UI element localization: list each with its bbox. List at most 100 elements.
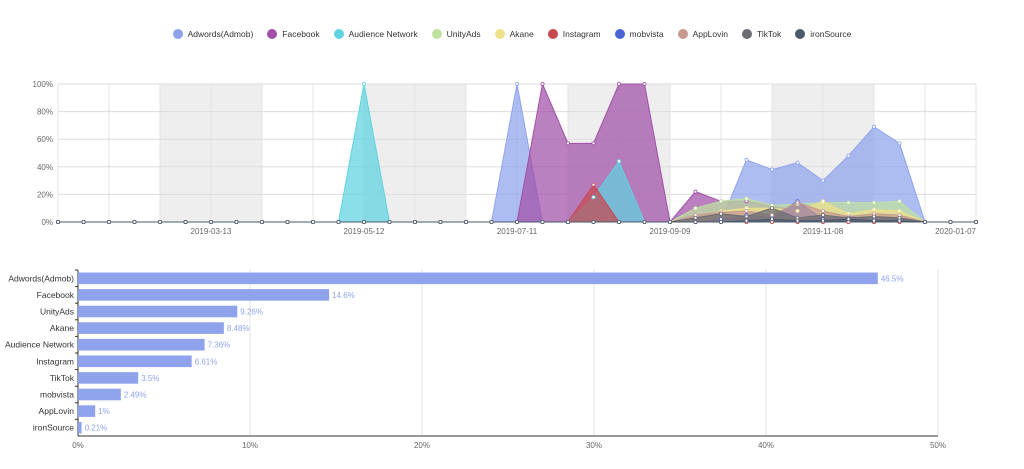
- legend-swatch: [795, 29, 806, 39]
- legend-item-tiktok[interactable]: TikTok: [742, 29, 781, 39]
- area-point-facebook: [693, 189, 698, 194]
- bar-x-tick: 10%: [242, 441, 258, 450]
- area-point-ironsource: [566, 219, 571, 224]
- area-point-tiktok: [770, 206, 775, 211]
- bar-adwords-admob[interactable]: [78, 272, 878, 285]
- area-point-unityads: [846, 200, 851, 205]
- bar-tiktok[interactable]: [78, 372, 139, 384]
- area-point-applovin: [821, 208, 826, 213]
- legend-label: Instagram: [562, 29, 601, 39]
- legend-item-applovin[interactable]: AppLovin: [677, 29, 729, 39]
- bar-unityads[interactable]: [78, 305, 238, 318]
- legend-label: mobvista: [629, 29, 664, 39]
- bar-x-tick: 40%: [758, 441, 774, 450]
- area-point-ironsource: [438, 219, 443, 224]
- area-point-facebook: [566, 141, 571, 146]
- area-point-adwords-admob: [515, 82, 520, 87]
- legend-swatch: [547, 29, 558, 39]
- area-x-tick: 2019-11-08: [803, 227, 844, 236]
- bar-value-label: 46.5%: [881, 274, 904, 283]
- bar-value-label: 14.6%: [332, 291, 355, 300]
- legend-swatch: [267, 29, 278, 39]
- area-point-tiktok: [719, 211, 724, 216]
- legend-swatch: [677, 29, 688, 39]
- area-point-ironsource: [591, 219, 596, 224]
- area-point-unityads: [693, 206, 698, 211]
- bar-category-label: AppLovin: [39, 406, 75, 416]
- area-point-ironsource: [872, 218, 877, 223]
- area-point-akane: [795, 208, 800, 213]
- area-point-tiktok: [821, 213, 826, 218]
- area-point-adwords-admob: [846, 153, 851, 158]
- area-point-ironsource: [489, 219, 494, 224]
- legend-swatch: [172, 29, 183, 39]
- legend-label: AppLovin: [692, 29, 729, 39]
- area-point-tiktok: [872, 214, 877, 219]
- area-point-audience-network: [591, 195, 596, 200]
- legend-item-instagram[interactable]: Instagram: [547, 29, 601, 39]
- area-point-ironsource: [463, 219, 468, 224]
- area-point-unityads: [897, 199, 902, 204]
- legend-label: TikTok: [757, 29, 782, 39]
- bar-mobvista[interactable]: [78, 388, 121, 401]
- bar-facebook[interactable]: [78, 289, 330, 301]
- area-point-akane: [821, 199, 826, 204]
- area-point-ironsource: [132, 219, 137, 224]
- area-point-applovin: [744, 208, 749, 213]
- area-point-ironsource: [897, 218, 902, 223]
- bar-instagram[interactable]: [78, 355, 192, 368]
- legend-swatch: [431, 29, 442, 39]
- legend-item-audience-network[interactable]: Audience Network: [333, 29, 418, 39]
- legend-swatch: [742, 29, 753, 39]
- area-point-ironsource: [361, 219, 366, 224]
- bar-category-label: Facebook: [37, 290, 75, 300]
- legend-item-facebook[interactable]: Facebook: [267, 29, 320, 39]
- chart-legend: Adwords(Admob) Facebook Audience Network Un…: [0, 26, 1024, 42]
- area-point-applovin: [795, 200, 800, 205]
- legend-item-ironsource[interactable]: ironSource: [795, 29, 851, 39]
- bar-category-label: UnityAds: [40, 307, 74, 317]
- area-point-ironsource: [259, 219, 264, 224]
- legend-label: Facebook: [282, 29, 320, 39]
- area-point-ironsource: [795, 218, 800, 223]
- bar-audience-network[interactable]: [78, 338, 205, 351]
- area-point-facebook: [617, 82, 622, 87]
- area-point-ironsource: [642, 219, 647, 224]
- bar-ironsource[interactable]: [78, 421, 82, 434]
- bar-value-label: 3.5%: [141, 374, 159, 383]
- area-point-adwords-admob: [872, 124, 877, 129]
- bar-x-tick: 30%: [586, 441, 602, 450]
- area-point-ironsource: [821, 218, 826, 223]
- bar-value-label: 2.49%: [124, 391, 147, 400]
- area-point-adwords-admob: [770, 167, 775, 172]
- bar-x-tick: 20%: [414, 441, 430, 450]
- area-point-ironsource: [948, 219, 953, 224]
- area-y-tick: 0%: [41, 218, 53, 227]
- area-point-ironsource: [770, 217, 775, 222]
- area-point-instagram: [591, 182, 596, 187]
- bar-x-tick: 50%: [930, 441, 946, 450]
- area-x-tick: 2019-07-11: [497, 227, 538, 236]
- area-point-ironsource: [234, 219, 239, 224]
- legend-label: UnityAds: [446, 29, 481, 39]
- bar-akane[interactable]: [78, 322, 224, 334]
- area-point-ironsource: [387, 219, 392, 224]
- area-point-ironsource: [617, 219, 622, 224]
- area-x-tick: 2020-01-07: [935, 227, 976, 236]
- area-x-tick: 2019-05-12: [344, 227, 385, 236]
- legend-item-adwords-admob[interactable]: Adwords(Admob): [172, 29, 253, 39]
- legend-swatch: [614, 29, 625, 39]
- legend-item-akane[interactable]: Akane: [494, 29, 534, 39]
- bar-applovin[interactable]: [78, 405, 96, 417]
- area-point-ironsource: [974, 219, 979, 224]
- legend-label: Akane: [509, 29, 534, 39]
- area-point-ironsource: [515, 219, 520, 224]
- bar-value-label: 7.36%: [208, 341, 231, 350]
- area-point-ironsource: [744, 218, 749, 223]
- bar-value-label: 1%: [98, 407, 110, 416]
- legend-item-unityads[interactable]: UnityAds: [431, 29, 481, 39]
- area-point-audience-network: [617, 159, 622, 164]
- bar-value-label: 6.61%: [195, 357, 218, 366]
- legend-item-mobvista[interactable]: mobvista: [614, 29, 664, 39]
